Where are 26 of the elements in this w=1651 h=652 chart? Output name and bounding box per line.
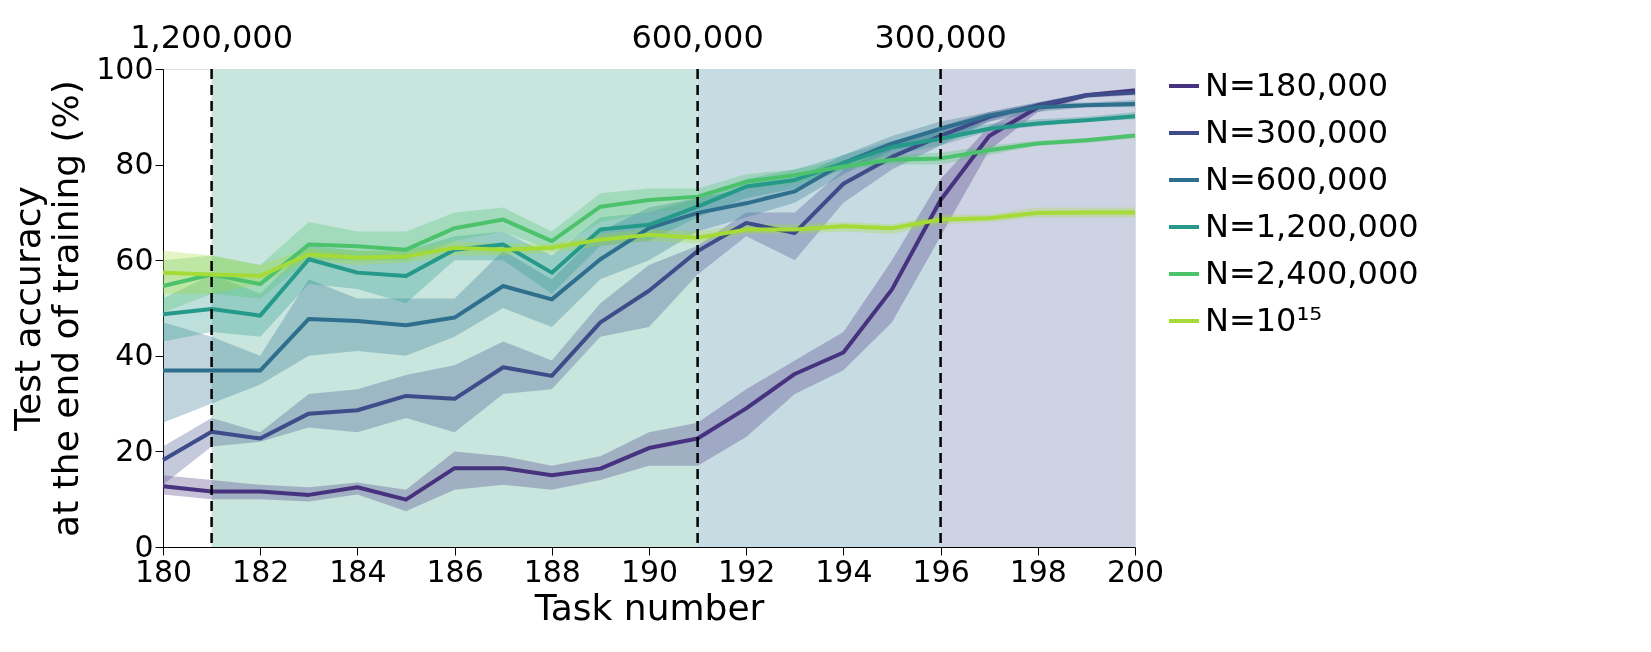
y-tick-label: 20 <box>115 432 154 468</box>
legend-label: N=300,000 <box>1205 113 1389 151</box>
y-tick-label: 80 <box>115 146 154 182</box>
text: 600,000 <box>631 18 764 56</box>
legend-label: N=180,000 <box>1205 66 1389 104</box>
x-tick-label: 184 <box>329 553 387 589</box>
x-tick-label: 182 <box>232 553 290 589</box>
y-axis-title: Test accuracy at the end of training (%) <box>7 80 87 537</box>
legend-label: N=600,000 <box>1205 160 1389 198</box>
y-tick-label: 40 <box>115 337 154 373</box>
legend-label: N=2,400,000 <box>1205 254 1419 292</box>
x-tick-label: 198 <box>1009 553 1067 589</box>
x-axis-title: Task number <box>533 586 765 628</box>
x-tick-label: 196 <box>912 553 970 589</box>
legend-label: N=10¹⁵ <box>1205 301 1323 339</box>
x-tick-label: 194 <box>815 553 873 589</box>
line-series <box>161 101 1137 373</box>
x-tick-label: 188 <box>523 553 581 589</box>
line-series <box>161 210 1137 278</box>
x-tick-label: 192 <box>718 553 776 589</box>
legend-label: N=1,200,000 <box>1205 207 1419 245</box>
text: 300,000 <box>874 18 1007 56</box>
x-tick-label: 186 <box>426 553 484 589</box>
y-tick-label: 60 <box>115 241 154 277</box>
x-tick-label: 200 <box>1106 553 1165 589</box>
x-tick-label: 190 <box>620 553 679 589</box>
